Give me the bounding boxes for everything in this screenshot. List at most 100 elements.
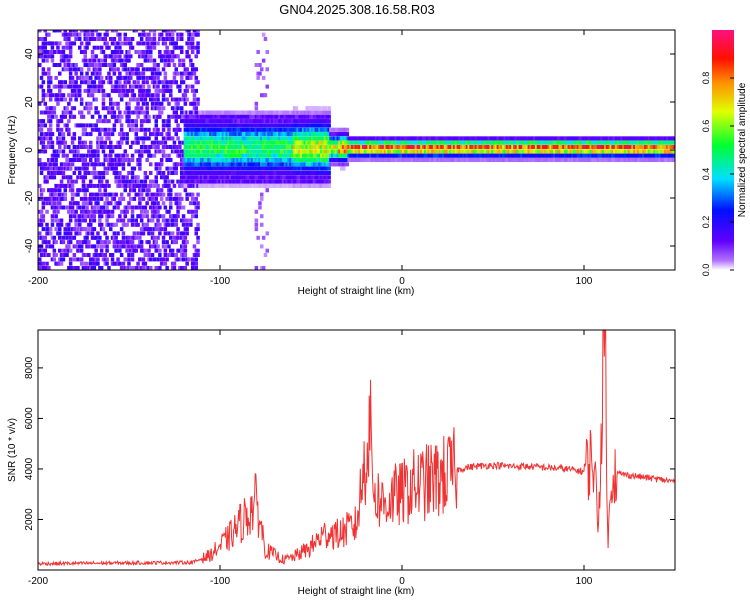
spectrogram-cell bbox=[256, 140, 260, 145]
spectrogram-cell bbox=[476, 145, 481, 149]
spectrogram-cell bbox=[183, 140, 188, 145]
spectrogram-cell bbox=[216, 114, 220, 119]
spectrogram-cell bbox=[89, 93, 93, 98]
spectrogram-cell bbox=[58, 248, 62, 253]
spectrogram-cell bbox=[221, 114, 226, 119]
spectrogram-cell bbox=[287, 179, 291, 184]
spectrogram-cell bbox=[544, 158, 548, 162]
spectrogram-cell bbox=[584, 153, 588, 158]
spectrogram-cell bbox=[47, 231, 51, 236]
spectrogram-cell bbox=[209, 110, 213, 115]
spectrogram-cell bbox=[294, 183, 299, 188]
spectrogram-cell bbox=[303, 175, 308, 180]
spectrogram-cell bbox=[81, 140, 86, 145]
spectrogram-cell bbox=[89, 257, 93, 262]
spectrogram-cell bbox=[103, 114, 107, 119]
spectrogram-cell bbox=[256, 153, 260, 158]
spectrogram-cell bbox=[598, 145, 603, 149]
spectrogram-cell bbox=[434, 158, 439, 162]
spectrogram-cell bbox=[99, 37, 104, 41]
spectrogram-cell bbox=[258, 179, 262, 184]
spectrogram-cell bbox=[116, 50, 120, 54]
spectrogram-cell bbox=[527, 145, 532, 149]
spectrogram-cell bbox=[332, 158, 337, 162]
spectrogram-cell bbox=[92, 80, 97, 85]
spectrogram-cell bbox=[456, 149, 461, 154]
spectrogram-cell bbox=[314, 162, 319, 167]
spectrogram-cell bbox=[139, 54, 144, 59]
spectrogram-cell bbox=[321, 119, 326, 124]
spectrogram-cell bbox=[536, 136, 541, 141]
spectrogram-cell bbox=[58, 88, 62, 93]
spectrogram-cell bbox=[59, 261, 64, 266]
spectrogram-cell bbox=[98, 175, 102, 180]
spectrogram-cell bbox=[227, 136, 231, 141]
spectrogram-cell bbox=[478, 158, 482, 162]
spectrogram-cell bbox=[212, 175, 217, 180]
spectrogram-cell bbox=[98, 84, 102, 89]
spectrogram-cell bbox=[180, 32, 184, 37]
spectrogram-cell bbox=[449, 140, 453, 145]
spectrogram-cell bbox=[79, 175, 84, 180]
spectrogram-cell bbox=[292, 162, 297, 167]
spectrogram-cell bbox=[241, 149, 246, 154]
spectrogram-cell bbox=[311, 106, 315, 111]
spectrogram-cell bbox=[159, 227, 164, 232]
spectrogram-cell bbox=[158, 37, 162, 41]
spectrogram-cell bbox=[200, 183, 204, 188]
spectrogram-cell bbox=[116, 162, 120, 167]
spectrogram-cell bbox=[90, 63, 95, 67]
spectrogram-cell bbox=[72, 106, 77, 111]
spectrogram-cell bbox=[283, 110, 288, 115]
spectrogram-cell bbox=[613, 140, 617, 145]
spectrogram-cell bbox=[178, 179, 182, 184]
snr-frame bbox=[37, 329, 676, 571]
spectrogram-cell bbox=[225, 145, 229, 149]
spectrogram-cell bbox=[245, 175, 249, 180]
spectrogram-cell bbox=[207, 123, 211, 128]
spectrogram-cell bbox=[254, 183, 259, 188]
spectrogram-cell bbox=[54, 114, 58, 119]
spectrogram-cell bbox=[298, 123, 302, 128]
spectrogram-cell bbox=[640, 145, 644, 149]
spectrogram-cell bbox=[154, 166, 158, 171]
spectrogram-cell bbox=[245, 127, 249, 132]
spectrogram-cell bbox=[147, 183, 151, 188]
spectrogram-cell bbox=[254, 153, 259, 158]
spectrogram-cell bbox=[525, 145, 530, 149]
spectrogram-cell bbox=[123, 93, 127, 98]
spectrogram-cell bbox=[67, 248, 71, 253]
spectrogram-cell bbox=[89, 179, 93, 184]
spectrogram-cell bbox=[525, 158, 530, 162]
spectrogram-cell bbox=[551, 145, 555, 149]
spectrogram-cell bbox=[58, 50, 62, 54]
spectrogram-cell bbox=[165, 266, 169, 270]
spectrogram-cell bbox=[41, 240, 46, 245]
spectrogram-cell bbox=[584, 140, 588, 145]
spectrogram-cell bbox=[79, 71, 84, 76]
spectrogram-cell bbox=[274, 153, 279, 158]
spectrogram-cell bbox=[125, 140, 129, 145]
spectrogram-cell bbox=[238, 179, 242, 184]
spectrogram-cell bbox=[54, 153, 58, 158]
spectrogram-cell bbox=[269, 114, 273, 119]
spectrogram-cell bbox=[119, 75, 124, 80]
spectrogram-cell bbox=[220, 175, 224, 180]
spectrogram-cell bbox=[281, 166, 286, 171]
spectrogram-cell bbox=[167, 30, 171, 33]
spectrogram-cell bbox=[234, 123, 239, 128]
spectrogram-cell bbox=[96, 183, 100, 188]
spectrogram-cell bbox=[54, 84, 58, 89]
spectrogram-cell bbox=[627, 158, 632, 162]
spectrogram-cell bbox=[96, 209, 100, 214]
spectrogram-cell bbox=[225, 179, 229, 184]
spectrogram-cell bbox=[107, 127, 111, 132]
spectrogram-cell bbox=[374, 136, 379, 141]
spectrogram-cell bbox=[85, 231, 89, 236]
spectrogram-cell bbox=[265, 136, 269, 141]
spectrogram-cell bbox=[620, 149, 624, 154]
spectrogram-cell bbox=[101, 101, 106, 106]
spectrogram-cell bbox=[39, 54, 44, 59]
spectrogram-cell bbox=[232, 179, 237, 184]
spectrogram-cell bbox=[129, 45, 133, 50]
